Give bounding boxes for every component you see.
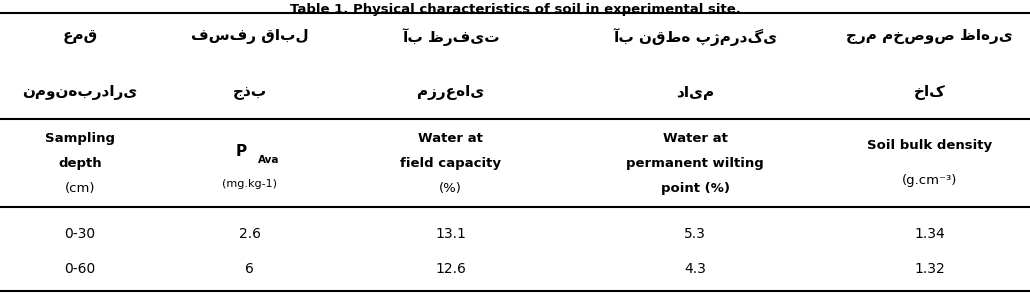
Text: (g.cm⁻³): (g.cm⁻³) bbox=[902, 174, 957, 187]
Text: دایم: دایم bbox=[676, 85, 715, 100]
Text: 13.1: 13.1 bbox=[436, 227, 466, 241]
Text: 12.6: 12.6 bbox=[436, 262, 466, 276]
Text: P: P bbox=[236, 144, 247, 159]
Text: 2.6: 2.6 bbox=[239, 227, 261, 241]
Text: آب ظرفیت: آب ظرفیت bbox=[402, 28, 500, 46]
Text: جرم مخصوص ظاهری: جرم مخصوص ظاهری bbox=[847, 29, 1012, 44]
Text: Table 1. Physical characteristics of soil in experimental site.: Table 1. Physical characteristics of soi… bbox=[289, 3, 741, 16]
Text: (mg.kg-1): (mg.kg-1) bbox=[222, 179, 277, 189]
Text: فسفر قابل: فسفر قابل bbox=[191, 29, 309, 44]
Text: point (%): point (%) bbox=[661, 182, 729, 195]
Text: نمونهبرداری: نمونهبرداری bbox=[23, 85, 137, 100]
Text: 1.34: 1.34 bbox=[915, 227, 945, 241]
Text: 1.32: 1.32 bbox=[915, 262, 945, 276]
Text: Soil bulk density: Soil bulk density bbox=[867, 139, 992, 152]
Text: 6: 6 bbox=[245, 262, 254, 276]
Text: field capacity: field capacity bbox=[400, 157, 502, 170]
Text: 0-60: 0-60 bbox=[64, 262, 96, 276]
Text: 5.3: 5.3 bbox=[684, 227, 707, 241]
Text: Ava: Ava bbox=[258, 155, 279, 165]
Text: (cm): (cm) bbox=[65, 182, 95, 195]
Text: جذب: جذب bbox=[233, 85, 267, 100]
Text: 0-30: 0-30 bbox=[64, 227, 96, 241]
Text: Water at: Water at bbox=[418, 132, 483, 145]
Text: خاک: خاک bbox=[914, 85, 946, 100]
Text: آب نقطه پژمردگی: آب نقطه پژمردگی bbox=[613, 28, 778, 46]
Text: depth: depth bbox=[58, 157, 102, 170]
Text: Sampling: Sampling bbox=[45, 132, 114, 145]
Text: 4.3: 4.3 bbox=[684, 262, 707, 276]
Text: (%): (%) bbox=[439, 182, 462, 195]
Text: عمق: عمق bbox=[62, 29, 98, 44]
Text: permanent wilting: permanent wilting bbox=[626, 157, 764, 170]
Text: Water at: Water at bbox=[663, 132, 727, 145]
Text: مزرعهای: مزرعهای bbox=[417, 85, 484, 100]
